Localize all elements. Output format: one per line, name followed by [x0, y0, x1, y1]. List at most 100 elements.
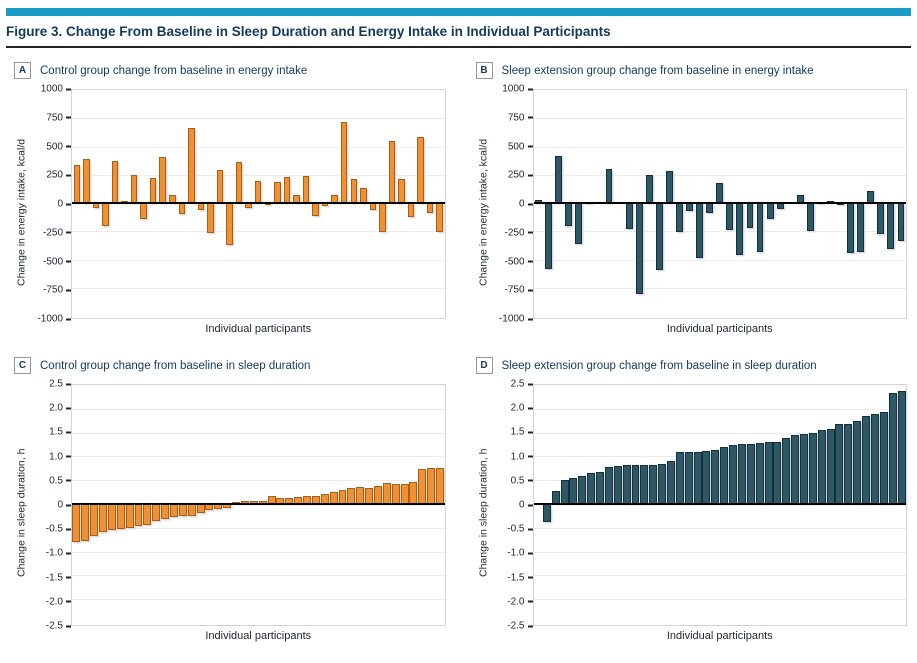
gridline [533, 527, 906, 529]
gridline [72, 408, 445, 410]
y-tick-label: 0 [57, 198, 63, 210]
participant-bar [216, 170, 224, 203]
y-tick: -1000 [37, 314, 71, 325]
title-divider [6, 46, 911, 48]
gridline [72, 575, 445, 577]
participant-bar [791, 434, 800, 504]
y-tick-mark [66, 625, 71, 627]
participant-bar [631, 465, 640, 504]
participant-bar [340, 121, 348, 203]
participant-bar [149, 177, 157, 203]
y-tick-label: 2.0 [49, 402, 63, 414]
participant-bar [427, 467, 436, 504]
y-tick-label: -750 [504, 284, 525, 296]
panel-c-x-axis-label: Individual participants [205, 630, 312, 642]
panel-d-plot-column: Individual participants [532, 384, 907, 642]
panel-b-plot-area [532, 89, 907, 319]
participant-bar [188, 127, 195, 203]
participant-bar [888, 393, 897, 504]
participant-bar [887, 203, 895, 249]
participant-bar [81, 504, 90, 542]
participant-bar [545, 203, 553, 269]
participant-bar [640, 465, 649, 504]
y-tick: -750 [43, 285, 71, 296]
zero-baseline [533, 202, 906, 204]
participant-bar [72, 504, 81, 543]
y-tick-mark [66, 318, 71, 320]
panel-c-y-axis-label: Change in sleep duration, h [15, 448, 28, 578]
participant-bar [782, 437, 791, 504]
y-tick-label: 0 [57, 499, 63, 511]
y-tick: 2.0 [49, 403, 71, 414]
y-tick-label: 2.5 [49, 378, 63, 390]
participant-bar [542, 504, 551, 523]
y-tick: 2.5 [511, 379, 533, 390]
participant-bar [140, 203, 147, 219]
y-tick-mark [66, 504, 71, 506]
panel-b-y-axis-label: Change in energy intake, kcal/d [477, 138, 489, 286]
participant-bar [766, 203, 774, 219]
participant-bar [658, 464, 667, 504]
y-tick-label: -1000 [498, 313, 525, 325]
y-tick-label: 250 [46, 169, 63, 181]
participant-bar [635, 203, 643, 294]
gridline [533, 146, 906, 148]
gridline [533, 575, 906, 577]
participant-bar [245, 203, 252, 209]
participant-bar [756, 203, 764, 253]
panel-b-letter: B [475, 62, 493, 79]
y-tick-mark [527, 174, 533, 177]
gridline [72, 480, 445, 482]
panel-b-plot-column: Individual participants [532, 89, 907, 335]
participant-bar [746, 203, 754, 229]
participant-bar [373, 486, 382, 504]
participant-bar [826, 428, 835, 504]
y-tick-mark [527, 231, 533, 234]
participant-bar [382, 483, 391, 504]
participant-bar [436, 203, 443, 232]
y-tick-label: -1.0 [45, 547, 63, 559]
participant-bar [283, 177, 291, 203]
participant-bar [255, 180, 262, 203]
y-tick-label: 0.5 [510, 475, 525, 487]
gridline [533, 231, 906, 233]
y-tick-label: -0.5 [45, 523, 63, 535]
panel-c-header: C Control group change from baseline in … [14, 357, 446, 374]
participant-bar [645, 174, 653, 203]
participant-bar [857, 203, 865, 253]
participant-bar [196, 504, 205, 513]
participant-bar [388, 141, 396, 203]
participant-bar [565, 203, 573, 226]
participant-bar [274, 182, 281, 203]
panel-d: D Sleep extension group change from base… [475, 357, 907, 642]
participant-bar [161, 504, 170, 520]
y-tick-mark [66, 174, 71, 177]
y-tick-label: 750 [46, 112, 63, 124]
panel-a-chart: Change in energy intake, kcal/d 1000 750 5… [14, 84, 446, 335]
participant-bar [711, 450, 720, 504]
y-tick-label: -2.5 [45, 620, 63, 632]
participant-bar [649, 465, 658, 504]
participant-bar [696, 203, 704, 258]
gridline [72, 146, 445, 148]
participant-bar [569, 477, 578, 504]
y-tick-label: -2.0 [45, 596, 63, 608]
y-tick-label: 2.0 [510, 402, 525, 414]
participant-bar [604, 467, 613, 504]
y-tick-mark [527, 576, 533, 579]
gridline [533, 408, 906, 410]
y-tick-mark [527, 625, 533, 627]
y-tick-label: 1.5 [510, 426, 525, 438]
y-tick-label: -500 [42, 256, 63, 267]
y-tick-mark [527, 88, 533, 90]
participant-bar [436, 467, 445, 504]
y-tick-label: 500 [46, 141, 63, 152]
gridline [72, 118, 445, 120]
y-tick-mark [527, 552, 533, 555]
participant-bar [622, 465, 631, 504]
y-tick: -0.5 [507, 524, 533, 535]
participant-bar [800, 433, 808, 504]
participant-bar [207, 203, 214, 233]
zero-baseline [72, 202, 445, 204]
participant-bar [102, 203, 109, 226]
